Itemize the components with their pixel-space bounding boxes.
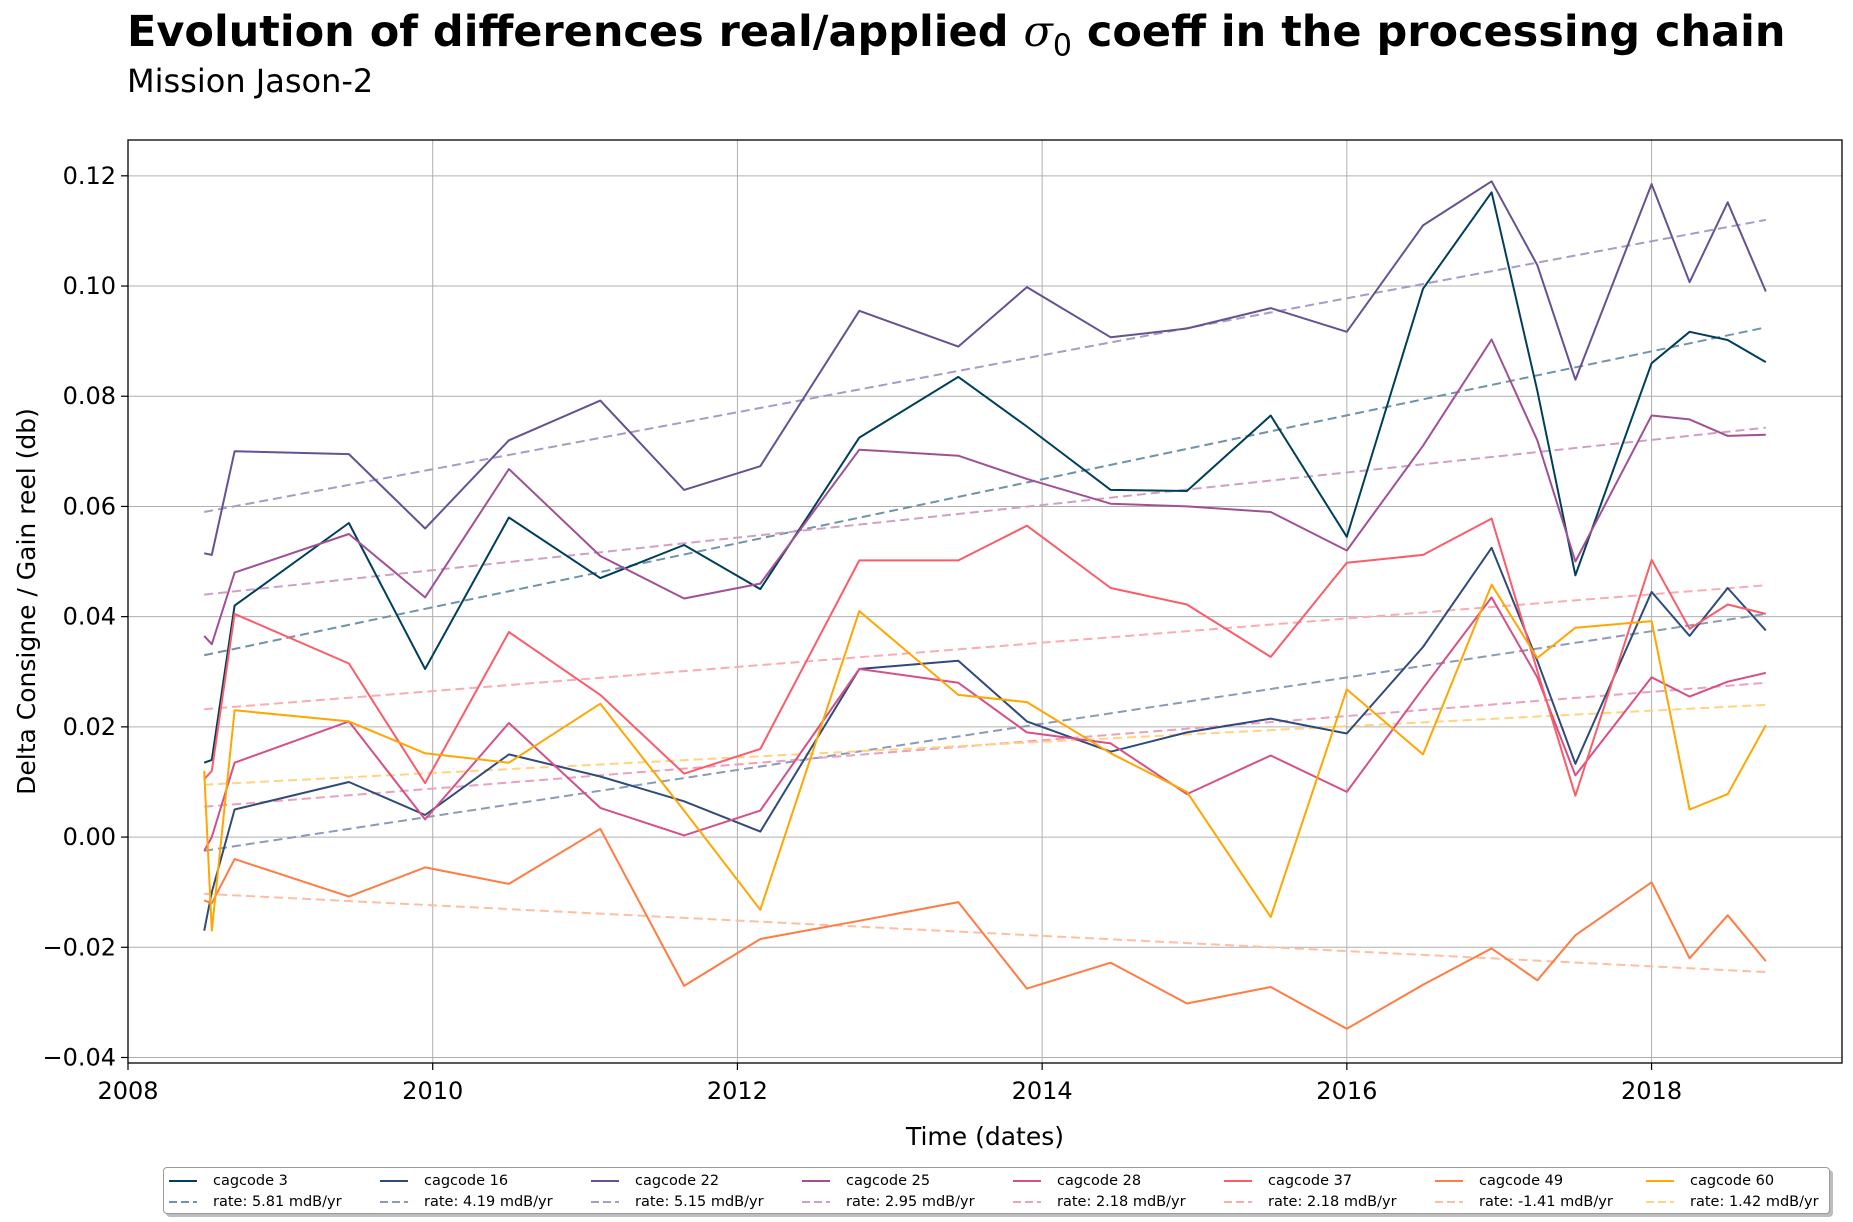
legend-rate-row: rate: 5.81 mdB/yr [166,1192,342,1212]
sigma-symbol: σ [1023,7,1053,57]
x-tick-label: 2010 [402,1077,463,1105]
y-tick-label: −0.02 [42,933,116,961]
legend-rate-label: rate: 1.42 mdB/yr [1690,1194,1819,1210]
legend-rate-row: rate: 2.18 mdB/yr [1010,1192,1186,1212]
x-tick-label: 2008 [97,1077,158,1105]
cagcode-28-trend-line [204,681,1766,808]
legend-series-row: cagcode 3 [166,1171,288,1191]
cagcode-49-trend-line [204,892,1766,974]
chart-subtitle: Mission Jason-2 [127,62,374,100]
legend-line-swatch [1224,1180,1252,1182]
legend-rate-label: rate: 2.18 mdB/yr [1057,1194,1186,1210]
legend-rate-label: rate: 5.81 mdB/yr [213,1194,342,1210]
legend-series-name: cagcode 25 [846,1173,931,1189]
legend-rate-label: rate: 2.95 mdB/yr [846,1194,975,1210]
legend-series-name: cagcode 22 [635,1173,720,1189]
line-chart: 2008 2010 2012 2014 2016 2018 −0.04 −0.02 0.00 0.… [12,139,1843,1151]
cagcode-25-line [203,338,1766,646]
cagcode-22-line [203,180,1767,556]
plot-area-frame [127,139,1843,1064]
x-tick-label: 2016 [1316,1077,1377,1105]
legend-series-name: cagcode 16 [424,1173,509,1189]
legend-series-row: cagcode 25 [799,1171,930,1191]
trend-lines [203,218,1767,974]
y-tick-label: 0.02 [63,713,116,741]
legend-series-name: cagcode 60 [1690,1173,1775,1189]
chart-legend: cagcode 3 rate: 5.81 mdB/yr cagcode 16 rate… [163,1167,1830,1214]
legend-line-swatch [169,1180,197,1182]
cagcode-25-trend-line [204,426,1766,596]
legend-series-name: cagcode 49 [1479,1173,1564,1189]
axes: 2008 2010 2012 2014 2016 2018 −0.04 −0.02 0.00 0.… [42,162,1682,1105]
y-tick-label: 0.00 [63,823,116,851]
legend-line-swatch [591,1180,619,1182]
legend-dash-swatch [591,1201,619,1203]
legend-rate-label: rate: 5.15 mdB/yr [635,1194,764,1210]
legend-series-row: cagcode 60 [1643,1171,1774,1191]
legend-series-name: cagcode 3 [213,1173,288,1189]
cagcode-60-line [203,583,1767,932]
legend-series-row: cagcode 49 [1432,1171,1563,1191]
y-tick-label: 0.04 [63,603,116,631]
chart-title: Evolution of differences real/applied σ0… [127,4,1785,75]
legend-series-row: cagcode 16 [377,1171,508,1191]
chart-title-suffix: coeff in the processing chain [1071,7,1786,57]
y-tick-label: 0.10 [63,272,116,300]
legend-series-name: cagcode 37 [1268,1173,1353,1189]
legend-dash-swatch [1646,1201,1674,1203]
legend-dash-swatch [802,1201,830,1203]
legend-rate-row: rate: 4.19 mdB/yr [377,1192,553,1212]
legend-line-swatch [1646,1180,1674,1182]
y-tick-label: 0.06 [63,492,116,520]
x-tick-label: 2014 [1012,1077,1073,1105]
grid-lines [127,140,1842,1063]
legend-line-swatch [1013,1180,1041,1182]
legend-rate-row: rate: 1.42 mdB/yr [1643,1192,1819,1212]
legend-dash-swatch [169,1201,197,1203]
legend-series-row: cagcode 28 [1010,1171,1141,1191]
legend-dash-swatch [1013,1201,1041,1203]
chart-title-prefix: Evolution of differences real/applied [127,7,1024,57]
cagcode-28-line [203,596,1767,852]
cagcode-3-trend-line [203,326,1767,657]
cagcode-16-trend-line [204,612,1766,852]
legend-series-name: cagcode 28 [1057,1173,1142,1189]
legend-series-row: cagcode 37 [1221,1171,1352,1191]
legend-rate-row: rate: 5.15 mdB/yr [588,1192,764,1212]
y-tick-label: 0.08 [63,382,116,410]
cagcode-3-line [203,191,1767,764]
legend-rate-row: rate: 2.18 mdB/yr [1221,1192,1397,1212]
legend-dash-swatch [380,1201,408,1203]
cagcode-16-line [203,546,1767,931]
legend-line-swatch [1435,1180,1463,1182]
x-tick-label: 2012 [707,1077,768,1105]
sigma-subscript: 0 [1052,28,1072,64]
y-tick-label: −0.04 [42,1043,116,1071]
x-axis-label: Time (dates) [905,1122,1064,1151]
legend-rate-row: rate: 2.95 mdB/yr [799,1192,975,1212]
legend-rate-label: rate: 2.18 mdB/yr [1268,1194,1397,1210]
legend-rate-row: rate: -1.41 mdB/yr [1432,1192,1613,1212]
y-axis-label: Delta Consigne / Gain reel (db) [12,408,41,795]
cagcode-22-trend-line [203,218,1767,513]
y-tick-label: 0.12 [63,162,116,190]
cagcode-37-line [203,517,1767,797]
legend-dash-swatch [1435,1201,1463,1203]
cagcode-60-trend-line [204,703,1766,786]
legend-line-swatch [802,1180,830,1182]
legend-series-row: cagcode 22 [588,1171,719,1191]
legend-rate-label: rate: -1.41 mdB/yr [1479,1194,1613,1210]
series-lines [203,180,1767,1030]
legend-line-swatch [380,1180,408,1182]
legend-dash-swatch [1224,1201,1252,1203]
x-tick-label: 2018 [1621,1077,1682,1105]
cagcode-49-line [203,827,1767,1030]
legend-rate-label: rate: 4.19 mdB/yr [424,1194,553,1210]
